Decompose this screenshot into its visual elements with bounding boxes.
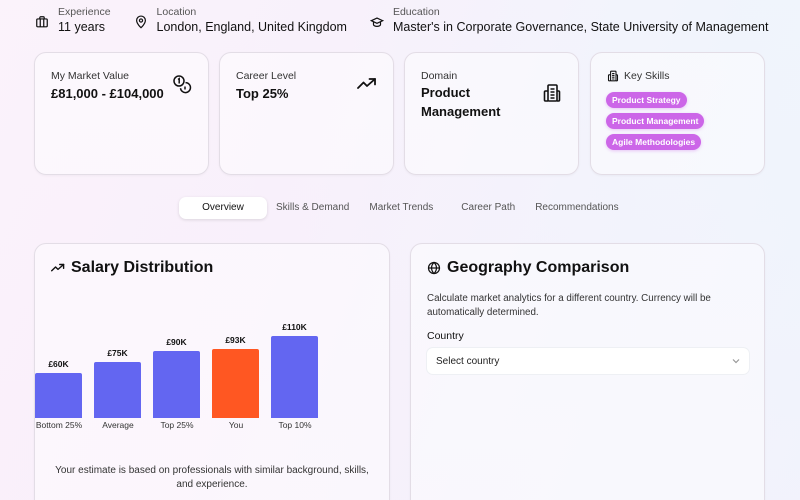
education-label: Education — [392, 6, 440, 18]
market-value-label: My Market Value — [51, 70, 129, 82]
bar-rect — [153, 351, 200, 418]
career-level-value: Top 25% — [236, 86, 289, 101]
bar-top-10: £110K — [271, 322, 318, 418]
tab-career-path[interactable]: Career Path — [461, 202, 516, 213]
education-info: Education Master's in Corporate Governan… — [369, 6, 768, 36]
tab-recommendations[interactable]: Recommendations — [535, 202, 619, 213]
bar-category-label: Top 10% — [278, 420, 312, 430]
education-value: Master's in Corporate Governance, State … — [392, 20, 769, 34]
market-value-value: £81,000 - £104,000 — [51, 86, 164, 101]
country-label: Country — [427, 330, 464, 342]
geography-title-text: Geography Comparison — [447, 259, 630, 276]
bar-value-label: £110K — [282, 322, 307, 332]
country-select[interactable]: Select country — [427, 348, 749, 374]
chevron-down-icon — [732, 359, 740, 364]
globe-icon — [427, 261, 441, 275]
skill-chip: Product Management — [606, 113, 705, 129]
salary-distribution-title: Salary Distribution — [51, 259, 213, 277]
building-icon — [607, 70, 619, 82]
geography-description: Calculate market analytics for a differe… — [427, 293, 711, 318]
bar-rect — [271, 336, 318, 418]
bar-top-25: £90K — [153, 337, 200, 418]
location-value: London, England, United Kingdom — [156, 20, 347, 34]
coins-icon — [172, 74, 192, 94]
market-value-card: My Market Value £81,000 - £104,000 — [34, 52, 209, 175]
key-skills-header: Key Skills — [607, 70, 670, 82]
skill-chip: Agile Methodologies — [606, 134, 702, 150]
geography-title: Geography Comparison — [427, 259, 629, 277]
career-level-card: Career Level Top 25% — [219, 52, 394, 175]
trending-up-icon — [51, 263, 65, 272]
skill-chip: Product Strategy — [606, 92, 687, 108]
domain-label: Domain — [421, 70, 458, 82]
tab-bar: Overview Skills & Demand Market Trends C… — [179, 197, 628, 219]
graduation-cap-icon — [369, 14, 385, 30]
bar-average: £75K — [94, 348, 141, 418]
location-info: Location London, England, United Kingdom — [133, 6, 347, 36]
domain-card: Domain Product Management — [404, 52, 579, 175]
bar-value-label: £75K — [107, 348, 128, 358]
domain-value: Product Management — [421, 85, 501, 119]
bar-rect — [94, 362, 141, 418]
bar-you: £93K — [212, 335, 259, 418]
bar-rect — [212, 349, 259, 418]
bar-category-label: Average — [102, 420, 134, 430]
career-level-label: Career Level — [236, 70, 297, 82]
key-skills-card: Key Skills Product Strategy Product Mana… — [590, 52, 765, 175]
map-pin-icon — [133, 14, 149, 30]
salary-title-text: Salary Distribution — [71, 259, 214, 276]
trending-up-icon — [357, 77, 377, 91]
bar-category-label: Top 25% — [160, 420, 194, 430]
bar-rect — [35, 373, 82, 418]
country-select-value: Select country — [436, 355, 500, 367]
bar-bottom-25: £60K — [35, 359, 82, 418]
salary-note: Your estimate is based on professionals … — [55, 465, 369, 490]
experience-value: 11 years — [58, 20, 106, 34]
key-skills-label: Key Skills — [624, 70, 670, 82]
experience-info: Experience 11 years — [34, 6, 111, 36]
geography-comparison-panel: Geography Comparison Calculate market an… — [410, 243, 765, 500]
bar-value-label: £60K — [48, 359, 69, 369]
salary-bar-chart: £60K Bottom 25% £75K Average £90K Top 25% £93K… — [35, 305, 325, 430]
experience-label: Experience — [58, 6, 111, 18]
bar-category-label: Bottom 25% — [35, 420, 83, 430]
skill-list: Product Strategy Product Management Agil… — [606, 92, 705, 155]
tab-skills-demand[interactable]: Skills & Demand — [276, 202, 350, 213]
building-icon — [542, 83, 562, 103]
profile-info-row: Experience 11 years Location London, Eng… — [34, 6, 790, 36]
bar-value-label: £93K — [225, 335, 246, 345]
tab-market-trends[interactable]: Market Trends — [369, 202, 434, 213]
briefcase-icon — [34, 14, 50, 30]
bar-value-label: £90K — [166, 337, 187, 347]
bar-category-label: You — [228, 420, 244, 430]
tab-overview[interactable]: Overview — [179, 197, 267, 219]
location-label: Location — [156, 6, 197, 18]
